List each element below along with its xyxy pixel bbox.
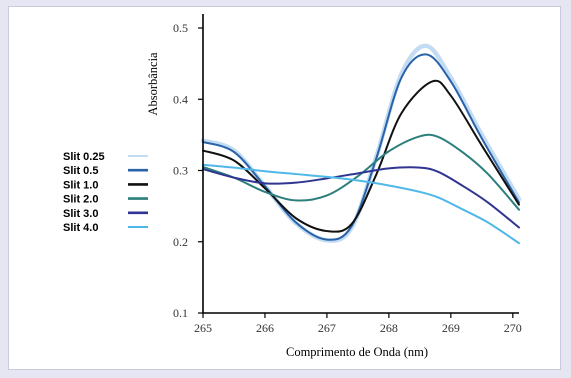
series-line-slit-0-25: [200, 43, 522, 243]
legend-label: Slit 2.0: [63, 194, 98, 206]
series-line-slit-4-0: [202, 163, 520, 245]
y-tick-label: 0.2: [173, 235, 188, 249]
series-line-slit-3-0: [202, 166, 520, 229]
legend-label: Slit 0.5: [63, 165, 98, 177]
x-axis-title: Comprimento de Onda (nm): [286, 345, 428, 359]
axes-layer: [202, 14, 519, 314]
legend-label: Slit 4.0: [63, 222, 98, 234]
y-tick-label: 0.1: [173, 306, 188, 320]
x-tick-label: 267: [318, 321, 336, 335]
x-tick-label: 266: [256, 321, 274, 335]
legend-label: Slit 3.0: [63, 208, 98, 220]
ticks-layer: 0.1 0.2 0.3 0.4 0.5 265 266 267 268 269 270: [173, 21, 522, 335]
x-tick-label: 268: [380, 321, 398, 335]
x-tick-label: 265: [194, 321, 212, 335]
legend: Slit 0.25 Slit 0.5 Slit 1.0 Slit 2.0 Slit 3.…: [63, 151, 148, 234]
legend-label: Slit 0.25: [63, 151, 105, 163]
x-tick-label: 269: [442, 321, 460, 335]
chart-frame: [8, 6, 561, 370]
legend-label: Slit 1.0: [63, 179, 98, 191]
series-line-slit-1-0: [202, 79, 520, 233]
series-layer: [200, 43, 522, 245]
y-tick-label: 0.5: [173, 21, 188, 35]
y-tick-label: 0.4: [173, 92, 188, 106]
series-line-slit-2-0: [202, 133, 520, 211]
series-line-slit-0-5: [202, 53, 520, 241]
y-tick-label: 0.3: [173, 164, 188, 178]
y-axis-title: Absorbância: [146, 52, 160, 116]
x-tick-label: 270: [504, 321, 522, 335]
